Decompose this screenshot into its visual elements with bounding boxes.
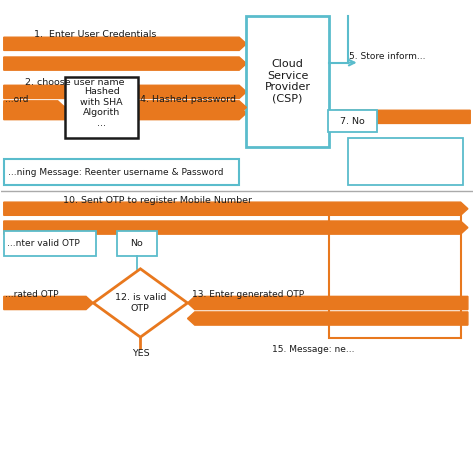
FancyBboxPatch shape: [4, 159, 239, 185]
Polygon shape: [4, 85, 246, 99]
Text: 10. Sent OTP to register Mobile Number: 10. Sent OTP to register Mobile Number: [63, 196, 252, 205]
Polygon shape: [4, 221, 468, 234]
Text: Hashed
with SHA
Algorith
...: Hashed with SHA Algorith ...: [80, 87, 123, 128]
Text: 12. is valid
OTP: 12. is valid OTP: [115, 293, 166, 313]
Text: ...ord: ...ord: [5, 95, 28, 104]
Text: Cloud
Service
Provider
(CSP): Cloud Service Provider (CSP): [264, 59, 310, 104]
Text: ...ning Message: Reenter username & Password: ...ning Message: Reenter username & Pass…: [8, 168, 223, 177]
Polygon shape: [188, 312, 468, 325]
Polygon shape: [4, 107, 246, 119]
Polygon shape: [4, 296, 93, 310]
Text: 4. Hashed password: 4. Hashed password: [140, 95, 237, 104]
Text: 1.  Enter User Credentials: 1. Enter User Credentials: [35, 30, 157, 39]
Polygon shape: [4, 202, 468, 215]
Text: ...rated OTP: ...rated OTP: [5, 290, 59, 299]
Text: YES: YES: [132, 349, 149, 358]
Polygon shape: [93, 269, 188, 337]
Polygon shape: [328, 110, 470, 123]
Text: 5. Store inform...: 5. Store inform...: [349, 52, 426, 61]
Polygon shape: [138, 101, 246, 114]
Polygon shape: [4, 101, 65, 114]
FancyBboxPatch shape: [328, 110, 377, 132]
Polygon shape: [188, 296, 468, 310]
Text: No: No: [130, 239, 143, 248]
Polygon shape: [4, 37, 246, 50]
FancyBboxPatch shape: [246, 16, 329, 147]
FancyBboxPatch shape: [348, 138, 463, 185]
Text: ...nter valid OTP: ...nter valid OTP: [7, 239, 80, 248]
FancyBboxPatch shape: [65, 77, 138, 138]
Text: 7. No: 7. No: [340, 117, 365, 126]
FancyBboxPatch shape: [4, 231, 96, 256]
FancyBboxPatch shape: [117, 231, 157, 256]
Polygon shape: [4, 57, 246, 70]
FancyBboxPatch shape: [329, 204, 461, 338]
Text: 2. choose user name: 2. choose user name: [25, 78, 125, 87]
Text: 13. Enter generated OTP: 13. Enter generated OTP: [192, 290, 304, 299]
Text: 15. Message: ne...: 15. Message: ne...: [273, 346, 355, 355]
